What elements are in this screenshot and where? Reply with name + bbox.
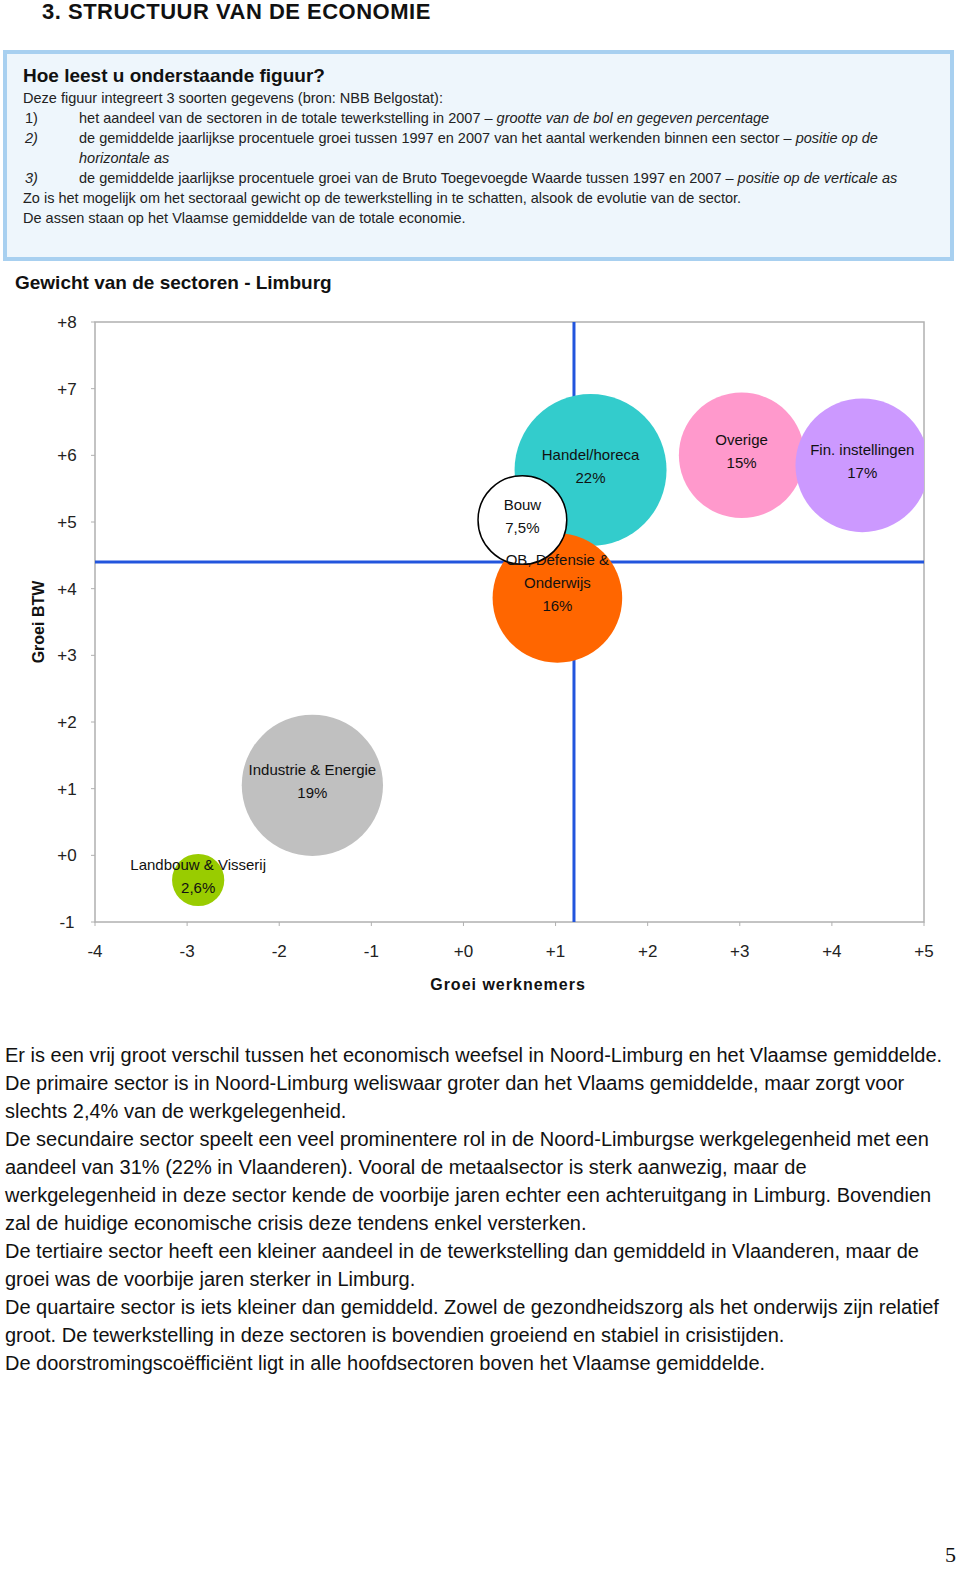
bubble <box>242 715 383 856</box>
page-number: 5 <box>945 1543 956 1567</box>
paragraph: Er is een vrij groot verschil tussen het… <box>5 1041 955 1069</box>
y-tick-label: +7 <box>57 380 76 399</box>
paragraph: De secundaire sector speelt een veel pro… <box>5 1125 955 1237</box>
bubble-size-label: 19% <box>297 784 327 801</box>
paragraph: De doorstromingscoëfficiënt ligt in alle… <box>5 1349 955 1377</box>
bubble-name-line: Landbouw & Visserij <box>130 856 266 873</box>
x-tick <box>187 922 188 926</box>
plot-frame <box>95 322 924 922</box>
x-tick-label: +0 <box>454 942 473 961</box>
page-header: 3. STRUCTUUR VAN DE ECONOMIE <box>42 0 431 24</box>
y-tick-label: +8 <box>57 313 76 332</box>
bubble-name-line: Handel/horeca <box>542 446 640 463</box>
info-box-outro: Zo is het mogelijk om het sectoraal gewi… <box>23 188 934 208</box>
x-tick-label: +4 <box>822 942 841 961</box>
bubble-name-line: Industrie & Energie <box>249 761 377 778</box>
y-tick <box>91 655 95 656</box>
item-marker: 1) <box>25 108 38 128</box>
y-tick <box>91 322 95 323</box>
bubble <box>795 399 924 533</box>
x-tick <box>95 922 96 926</box>
bubble-name-line: OB, Defensie & <box>506 551 609 568</box>
bubble-name: Handel/horeca <box>542 446 640 463</box>
x-tick-label: +2 <box>638 942 657 961</box>
bubble-name: Fin. instellingen <box>810 441 914 458</box>
y-tick-label: +6 <box>57 446 76 465</box>
info-box-item: 2) de gemiddelde jaarlijkse procentuele g… <box>23 128 934 168</box>
item-marker: 3) <box>25 168 38 188</box>
y-tick <box>91 522 95 523</box>
bubble-size-label: 2,6% <box>181 879 215 896</box>
y-tick <box>91 455 95 456</box>
y-tick-label: +3 <box>57 646 76 665</box>
y-axis-title: Groei BTW <box>30 580 47 664</box>
paragraph: De primaire sector is in Noord-Limburg w… <box>5 1069 955 1125</box>
info-box-item: 1) het aandeel van de sectoren in de tota… <box>23 108 934 128</box>
chart: Gewicht van de sectoren - Limburg -4 -3 -2 -… <box>0 0 960 1010</box>
x-tick <box>924 922 925 926</box>
bubble-size-label: 16% <box>542 597 572 614</box>
x-tick <box>647 922 648 926</box>
y-tick <box>91 922 95 923</box>
x-tick-label: -1 <box>364 942 379 961</box>
y-tick <box>91 722 95 723</box>
info-box-item: 3) de gemiddelde jaarlijkse procentuele g… <box>23 168 934 188</box>
bubble-name: Industrie & Energie <box>249 761 377 778</box>
y-tick-label: +4 <box>57 580 76 599</box>
x-tick <box>831 922 832 926</box>
info-box-outro: De assen staan op het Vlaamse gemiddelde… <box>23 208 934 228</box>
y-tick <box>91 588 95 589</box>
item-emphasis: positie op de verticale as <box>738 170 898 186</box>
x-tick <box>555 922 556 926</box>
bubble-name: Landbouw & Visserij <box>130 856 266 873</box>
bubble-name-line: Fin. instellingen <box>810 441 914 458</box>
bubble <box>493 533 623 663</box>
x-tick <box>739 922 740 926</box>
y-tick-label: +0 <box>57 846 76 865</box>
info-box: Hoe leest u onderstaande figuur?Deze fig… <box>3 50 954 261</box>
y-tick-label: -1 <box>59 913 74 932</box>
info-box-title: Hoe leest u onderstaande figuur? <box>23 64 934 88</box>
x-tick-label: -2 <box>272 942 287 961</box>
item-text: de gemiddelde jaarlijkse procentuele gro… <box>79 130 792 146</box>
bubble-size-label: 17% <box>847 464 877 481</box>
bubble-size-label: 7,5% <box>505 519 539 536</box>
bubble-name-line: Overige <box>715 431 768 448</box>
bubble-name: Bouw <box>504 496 542 513</box>
item-marker: 2) <box>25 128 38 148</box>
x-tick <box>463 922 464 926</box>
y-tick-label: +1 <box>57 780 76 799</box>
x-tick <box>279 922 280 926</box>
body-text: Er is een vrij groot verschil tussen het… <box>5 1041 955 1377</box>
x-axis-title: Groei werknemers <box>430 976 586 993</box>
page: 3. STRUCTUUR VAN DE ECONOMIE Hoe leest u … <box>0 0 960 1571</box>
y-tick <box>91 388 95 389</box>
y-tick <box>91 788 95 789</box>
info-box-intro: Deze figuur integreert 3 soorten gegeven… <box>23 88 934 108</box>
x-tick-label: +3 <box>730 942 749 961</box>
bubble-name-line: Bouw <box>504 496 542 513</box>
bubble-name: Overige <box>715 431 768 448</box>
y-tick-label: +5 <box>57 513 76 532</box>
bubble <box>679 393 804 518</box>
bubbles <box>172 393 924 907</box>
x-tick-label: -4 <box>87 942 102 961</box>
item-text: de gemiddelde jaarlijkse procentuele gro… <box>79 170 734 186</box>
item-emphasis: grootte van de bol en gegeven percentage <box>497 110 770 126</box>
x-tick-label: -3 <box>180 942 195 961</box>
x-tick <box>371 922 372 926</box>
chart-title: Gewicht van de sectoren - Limburg <box>15 272 332 293</box>
bubble-name-line: Onderwijs <box>524 574 591 591</box>
item-text: het aandeel van de sectoren in de totale… <box>79 110 493 126</box>
x-tick-label: +1 <box>546 942 565 961</box>
bubble-size-label: 15% <box>727 454 757 471</box>
x-tick-label: +5 <box>914 942 933 961</box>
bubble-size-label: 22% <box>576 469 606 486</box>
y-tick <box>91 855 95 856</box>
paragraph: De quartaire sector is iets kleiner dan … <box>5 1293 955 1349</box>
bubble-name: OB, Defensie & Onderwijs <box>506 551 609 591</box>
paragraph: De tertiaire sector heeft een kleiner aa… <box>5 1237 955 1293</box>
y-tick-label: +2 <box>57 713 76 732</box>
